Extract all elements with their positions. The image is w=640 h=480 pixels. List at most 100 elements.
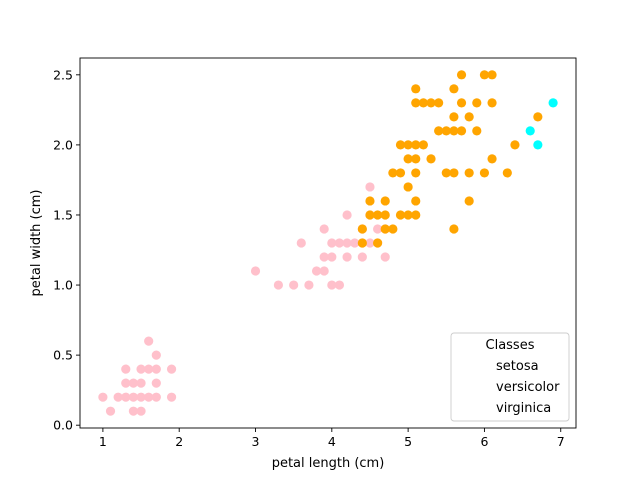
x-tick-label-2: 3 bbox=[252, 434, 260, 449]
y-axis-label: petal width (cm) bbox=[29, 190, 44, 297]
point-s0-39 bbox=[350, 238, 360, 248]
point-s0-28 bbox=[319, 266, 329, 276]
x-tick-label-6: 7 bbox=[557, 434, 565, 449]
x-tick-label-1: 2 bbox=[175, 434, 183, 449]
y-tick-label-4: 2.0 bbox=[53, 137, 73, 152]
point-s1-33 bbox=[449, 224, 459, 234]
point-s1-39 bbox=[456, 98, 467, 108]
point-s1-17 bbox=[403, 140, 413, 150]
point-s1-22 bbox=[411, 140, 421, 150]
point-s1-31 bbox=[441, 168, 451, 178]
legend-title: Classes bbox=[486, 338, 535, 353]
point-s1-45 bbox=[472, 98, 482, 108]
x-axis-label: petal length (cm) bbox=[272, 456, 385, 471]
y-tick-label-5: 2.5 bbox=[53, 67, 73, 82]
point-s0-1 bbox=[105, 406, 116, 416]
point-s0-13 bbox=[144, 392, 154, 402]
point-s1-40 bbox=[456, 70, 467, 80]
legend-box bbox=[450, 332, 570, 422]
point-s1-13 bbox=[395, 140, 406, 150]
point-s1-16 bbox=[403, 154, 413, 164]
point-s1-37 bbox=[449, 84, 459, 94]
point-s2-1 bbox=[533, 140, 543, 150]
point-s1-21 bbox=[411, 154, 421, 164]
point-s1-24 bbox=[411, 84, 421, 94]
point-s0-0 bbox=[98, 392, 108, 402]
point-s0-35 bbox=[334, 238, 345, 248]
point-s0-47 bbox=[373, 224, 383, 234]
point-s0-14 bbox=[144, 364, 154, 374]
point-s0-19 bbox=[151, 350, 161, 360]
point-s1-38 bbox=[456, 126, 467, 136]
point-s0-2 bbox=[113, 392, 123, 402]
point-s0-23 bbox=[273, 280, 283, 290]
point-s0-31 bbox=[327, 280, 337, 290]
point-s0-9 bbox=[136, 406, 146, 416]
y-tick-label-0: 0.0 bbox=[53, 418, 73, 433]
point-s0-21 bbox=[166, 364, 177, 374]
plot-frame bbox=[79, 57, 577, 429]
point-s0-33 bbox=[327, 238, 337, 248]
point-s0-29 bbox=[319, 252, 329, 262]
point-s1-48 bbox=[487, 154, 497, 164]
point-s1-43 bbox=[464, 112, 474, 122]
point-s0-30 bbox=[319, 224, 329, 234]
point-s1-14 bbox=[403, 210, 413, 220]
point-s1-23 bbox=[411, 98, 421, 108]
point-s1-44 bbox=[472, 126, 482, 136]
y-tick-label-1: 0.5 bbox=[53, 348, 73, 363]
point-s0-8 bbox=[128, 378, 139, 388]
y-tick-label-3: 1.5 bbox=[53, 207, 73, 222]
point-s1-30 bbox=[434, 98, 444, 108]
point-s1-50 bbox=[487, 70, 497, 80]
point-s1-47 bbox=[479, 70, 490, 80]
point-s1-8 bbox=[380, 196, 390, 206]
point-s1-11 bbox=[395, 210, 406, 220]
point-s1-26 bbox=[418, 98, 428, 108]
point-s1-34 bbox=[449, 168, 459, 178]
point-s1-42 bbox=[464, 168, 474, 178]
point-s0-11 bbox=[136, 378, 146, 388]
point-s1-12 bbox=[395, 168, 406, 178]
point-s0-12 bbox=[136, 364, 146, 374]
point-s1-2 bbox=[365, 210, 375, 220]
point-s0-40 bbox=[357, 252, 367, 262]
point-s0-37 bbox=[342, 238, 352, 248]
point-s1-52 bbox=[510, 140, 520, 150]
point-s0-43 bbox=[365, 238, 375, 248]
point-s1-27 bbox=[426, 154, 436, 164]
point-s0-48 bbox=[380, 252, 390, 262]
x-tick-label-5: 6 bbox=[480, 434, 488, 449]
point-s0-5 bbox=[121, 364, 131, 374]
point-s1-25 bbox=[418, 140, 428, 150]
y-tick-label-2: 1.0 bbox=[53, 278, 73, 293]
point-s1-5 bbox=[373, 210, 383, 220]
point-s1-15 bbox=[403, 182, 413, 192]
point-s1-20 bbox=[411, 168, 421, 178]
point-s0-38 bbox=[342, 210, 352, 220]
point-s0-25 bbox=[296, 238, 306, 248]
x-tick-label-4: 5 bbox=[404, 434, 412, 449]
point-s1-6 bbox=[380, 224, 390, 234]
point-s0-16 bbox=[151, 392, 161, 402]
point-s1-9 bbox=[388, 224, 398, 234]
legend-entry-setosa: setosa bbox=[496, 359, 539, 374]
point-s0-27 bbox=[311, 266, 322, 276]
point-s1-51 bbox=[502, 168, 512, 178]
point-s1-46 bbox=[479, 168, 490, 178]
point-s0-7 bbox=[128, 392, 139, 402]
point-s0-24 bbox=[289, 280, 299, 290]
point-s0-10 bbox=[136, 392, 146, 402]
point-s1-4 bbox=[373, 238, 383, 248]
point-s1-32 bbox=[441, 126, 451, 136]
point-s1-7 bbox=[380, 210, 390, 220]
point-s1-10 bbox=[388, 168, 398, 178]
x-axis: 1 2 3 4 5 6 7 bbox=[99, 428, 565, 449]
point-s0-36 bbox=[342, 252, 352, 262]
point-s2-0 bbox=[525, 126, 535, 136]
point-s1-49 bbox=[487, 98, 497, 108]
point-s1-19 bbox=[411, 196, 421, 206]
point-s0-34 bbox=[334, 280, 345, 290]
legend: Classes setosa versicolor virginica bbox=[450, 332, 570, 422]
point-s0-17 bbox=[151, 378, 161, 388]
